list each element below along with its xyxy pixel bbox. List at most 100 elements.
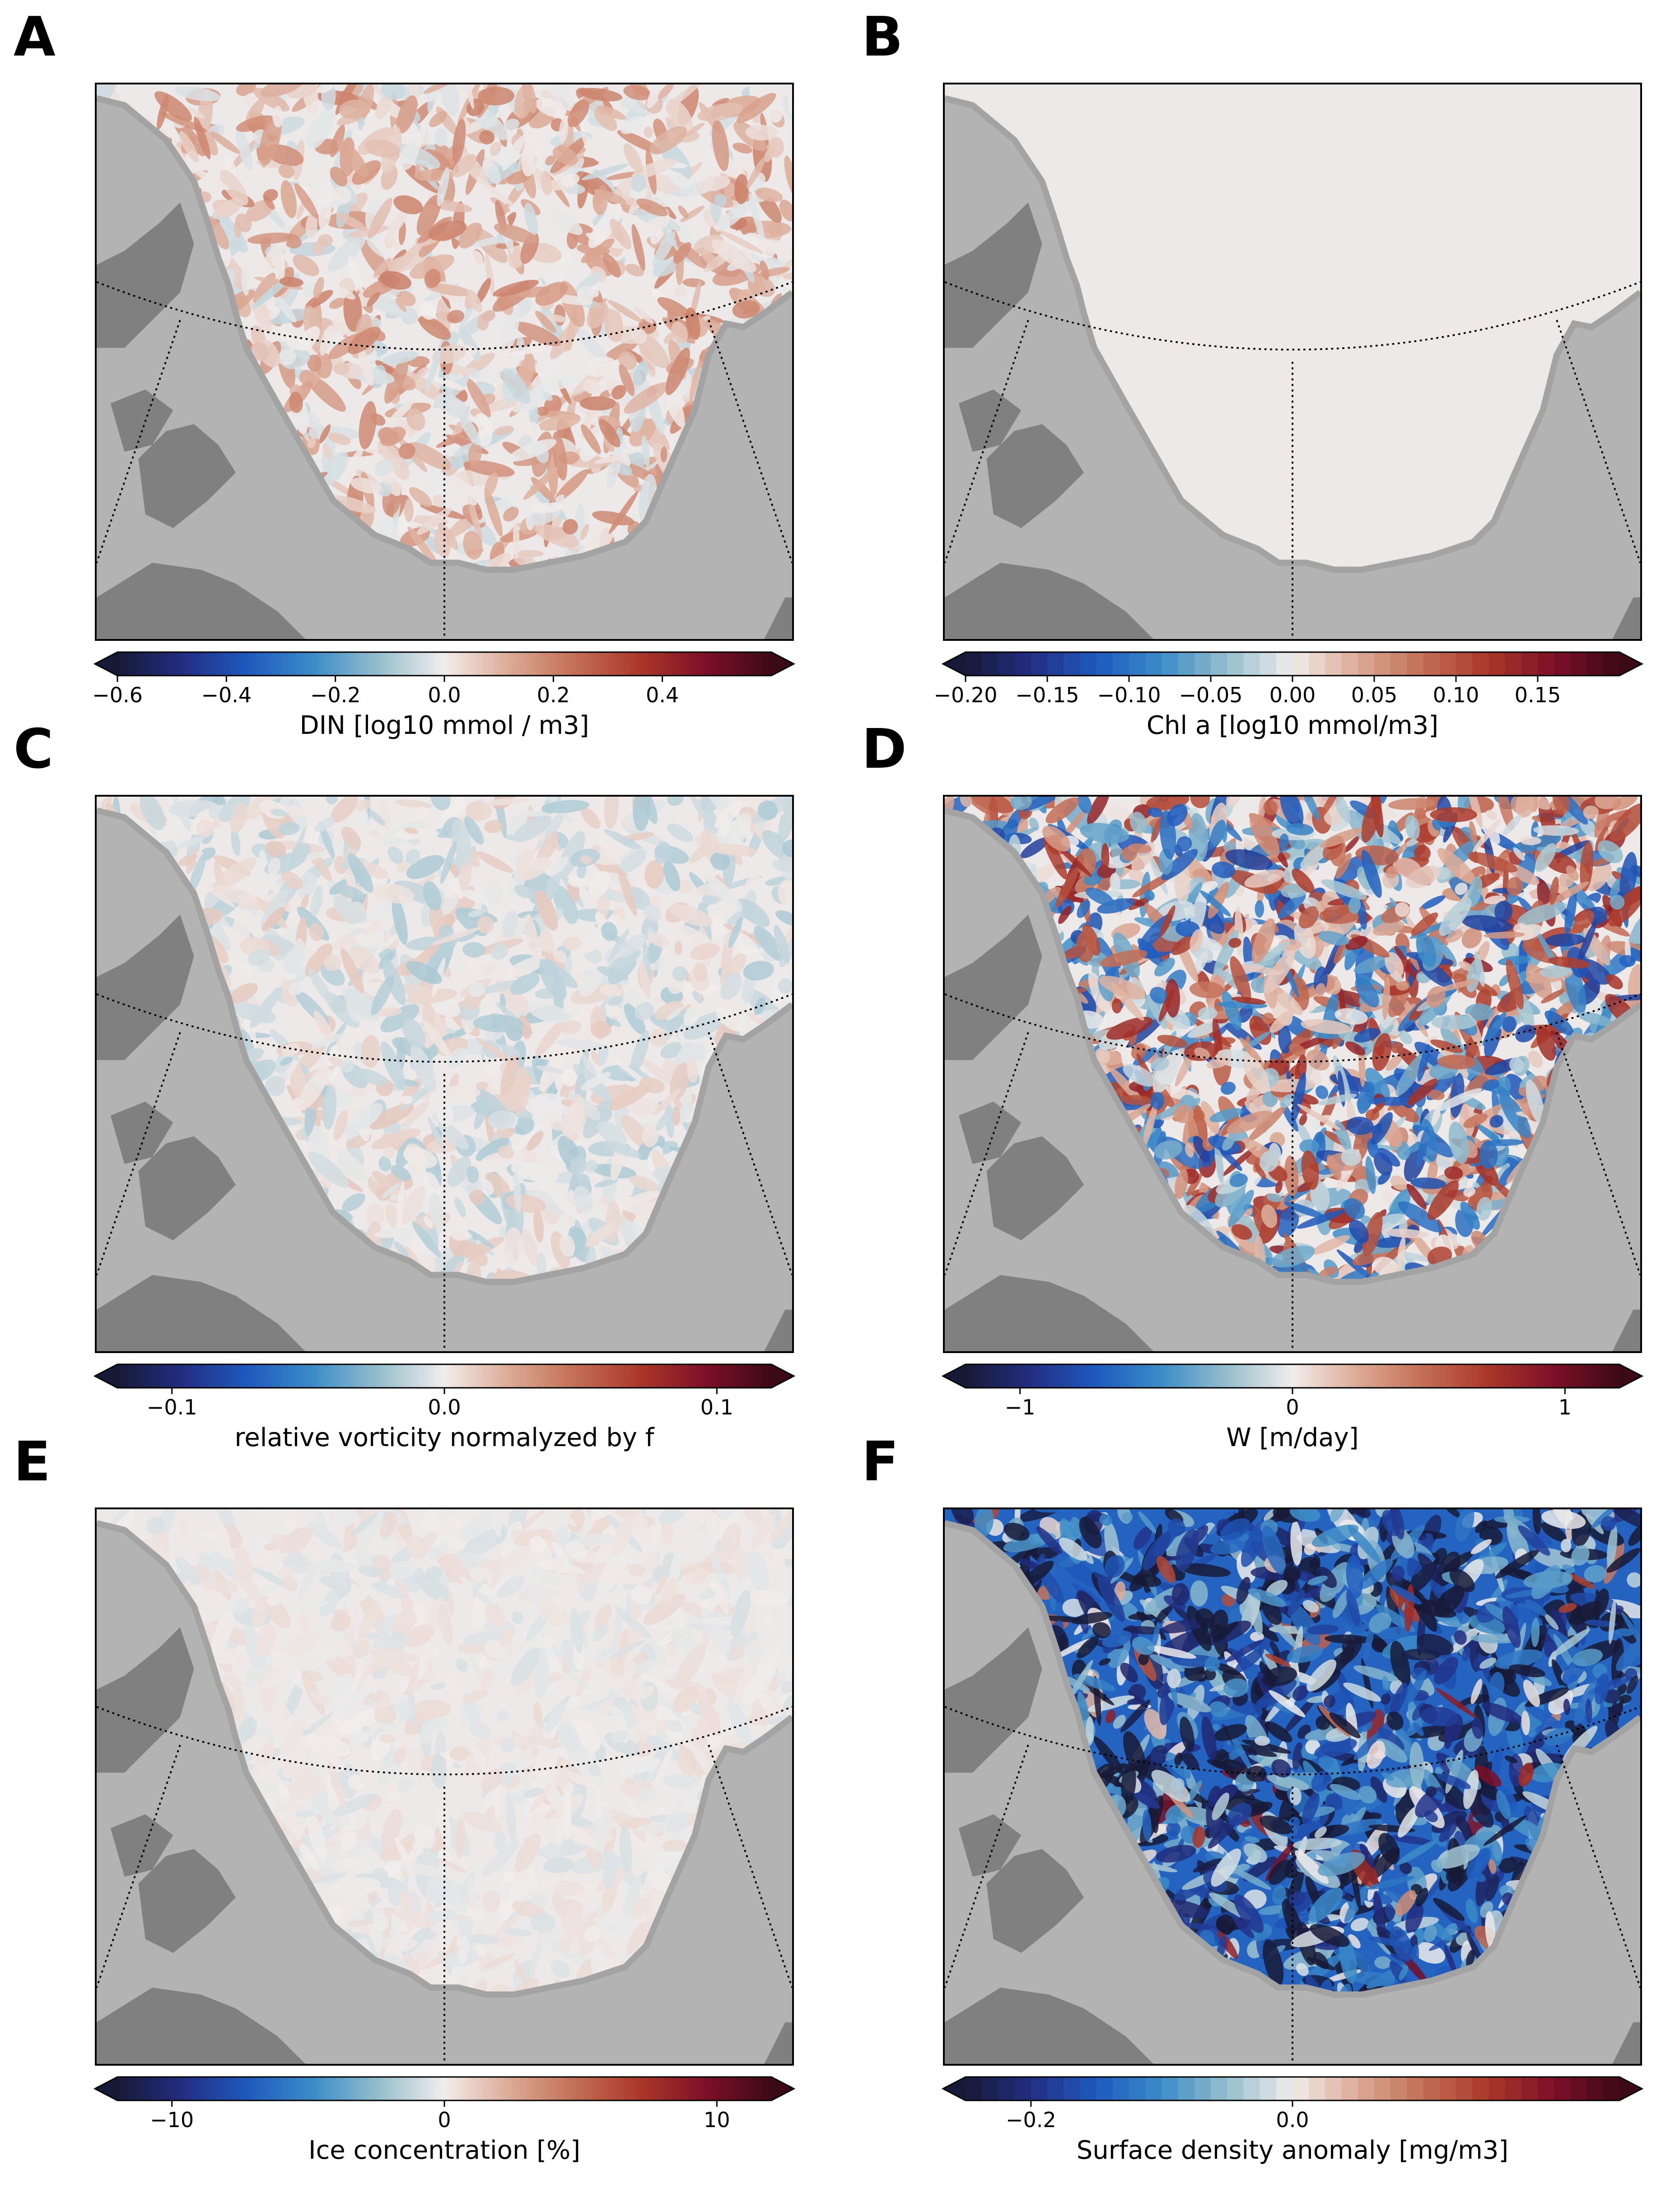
colorbar-label: relative vorticity normalyzed by f xyxy=(234,1423,654,1452)
dark-land-shape xyxy=(986,1849,1084,1953)
colorbar-extend-max xyxy=(771,652,794,676)
coastline xyxy=(945,807,1640,1285)
colorbar-tick-label: 0.4 xyxy=(646,683,679,707)
colorbar: −0.2 0.0 Surface density anomaly [mg/m3] xyxy=(941,2076,1644,2191)
map-panel-c xyxy=(95,795,794,1353)
colorbar-tick-label: 0.1 xyxy=(700,1395,733,1419)
colorbar-tick-label: 0.0 xyxy=(428,683,461,707)
domain-boundary xyxy=(945,1706,1640,1775)
colorbar: −0.20 −0.15 −0.10 −0.05 0.00 0.05 0.10 0.15 Chl … xyxy=(934,651,1644,766)
colorbar-tick-label: −10 xyxy=(150,2108,194,2132)
colorbar-extend-min xyxy=(95,1364,117,1388)
colorbar-tick-label: 0.15 xyxy=(1514,683,1561,707)
colorbar-tick-label: 0.0 xyxy=(428,1395,461,1419)
dark-land-shape xyxy=(110,1101,173,1164)
colorbar-tick-label: 0.10 xyxy=(1432,683,1479,707)
colorbar-extend-min xyxy=(95,652,117,676)
colorbar-tick-label: −0.20 xyxy=(933,683,998,707)
map-panel-a xyxy=(95,83,794,641)
colorbar-tick-label: −0.10 xyxy=(1097,683,1161,707)
panel-letter: C xyxy=(14,718,54,781)
colorbar-label: Chl a [log10 mmol/m3] xyxy=(1146,711,1439,740)
dark-land-shape xyxy=(958,1814,1022,1877)
map-svg xyxy=(945,84,1640,639)
colorbar-outline xyxy=(93,651,796,677)
colorbar-tick-label: −0.1 xyxy=(146,1395,197,1419)
colorbar-label: Ice concentration [%] xyxy=(308,2136,581,2165)
dark-land-shape xyxy=(764,2022,792,2064)
colorbar-tick-label: 0 xyxy=(438,2108,451,2132)
domain-boundary xyxy=(97,1706,792,1775)
domain-boundary xyxy=(97,281,792,350)
colorbar: −10 0 10 Ice concentration [%] xyxy=(93,2076,796,2191)
map-svg xyxy=(945,797,1640,1351)
colorbar: −1 0 1 W [m/day] xyxy=(941,1363,1644,1478)
colorbar-label: Surface density anomaly [mg/m3] xyxy=(1076,2136,1509,2165)
dark-land-shape xyxy=(97,914,194,1060)
colorbar: −0.6 −0.4 −0.2 0.0 0.2 0.4 DIN [log10 mmol / m… xyxy=(92,651,796,766)
domain-boundary xyxy=(1556,1745,1640,1988)
map-svg xyxy=(945,1509,1640,2064)
domain-boundary xyxy=(1556,1032,1640,1275)
dark-land-shape xyxy=(986,1136,1084,1241)
colorbar-gradient xyxy=(966,652,1619,676)
colorbar-tick-label: −0.15 xyxy=(1015,683,1079,707)
panel-letter: D xyxy=(862,718,907,781)
dark-land-shape xyxy=(110,1814,173,1877)
colorbar-tick-label: −0.05 xyxy=(1179,683,1243,707)
colorbar-outline xyxy=(93,1363,796,1389)
colorbar-extend-min xyxy=(943,1364,966,1388)
colorbar-tick-label: 10 xyxy=(704,2108,730,2132)
dark-land-shape xyxy=(958,389,1022,452)
colorbar-tick-label: 0.0 xyxy=(1276,2108,1309,2132)
panel-letter: F xyxy=(862,1431,899,1493)
colorbar-extend-min xyxy=(95,2077,117,2100)
domain-boundary xyxy=(945,281,1640,350)
dark-land-shape xyxy=(945,1275,1153,1351)
domain-boundary xyxy=(945,1745,1029,1988)
dark-land-shape xyxy=(97,202,194,348)
map-svg xyxy=(97,84,792,639)
colorbar-label: DIN [log10 mmol / m3] xyxy=(299,711,589,740)
domain-boundary xyxy=(97,1745,181,1988)
colorbar-tick-label: −0.4 xyxy=(201,683,252,707)
domain-boundary xyxy=(945,320,1029,563)
coastline xyxy=(97,1520,792,1998)
dark-land-shape xyxy=(945,202,1042,348)
colorbar-extend-max xyxy=(1619,652,1642,676)
map-panel-b xyxy=(943,83,1642,641)
colorbar-gradient xyxy=(966,1364,1619,1388)
colorbar: −0.1 0.0 0.1 relative vorticity normalyzed … xyxy=(93,1363,796,1478)
colorbar-gradient xyxy=(117,2077,771,2100)
domain-boundary xyxy=(97,1032,181,1275)
coastline xyxy=(945,1520,1640,1998)
dark-land-shape xyxy=(110,389,173,452)
colorbar-gradient xyxy=(117,652,771,676)
dark-land-shape xyxy=(986,424,1084,528)
dark-land-shape xyxy=(945,914,1042,1060)
colorbar-extend-max xyxy=(771,2077,794,2100)
dark-land-shape xyxy=(1612,597,1640,639)
map-panel-f xyxy=(943,1507,1642,2066)
colorbar-tick-label: 0.05 xyxy=(1351,683,1398,707)
dark-land-shape xyxy=(945,563,1153,639)
colorbar-extend-max xyxy=(1619,2077,1642,2100)
domain-boundary xyxy=(708,320,792,563)
dark-land-shape xyxy=(97,1988,305,2064)
colorbar-extend-max xyxy=(1619,1364,1642,1388)
panel-letter: A xyxy=(14,6,56,69)
map-panel-e xyxy=(95,1507,794,2066)
dark-land-shape xyxy=(1612,1309,1640,1351)
dark-land-shape xyxy=(764,597,792,639)
map-panel-d xyxy=(943,795,1642,1353)
domain-boundary xyxy=(945,1032,1029,1275)
colorbar-extend-max xyxy=(771,1364,794,1388)
colorbar-gradient xyxy=(966,2077,1619,2100)
dark-land-shape xyxy=(97,563,305,639)
dark-land-shape xyxy=(945,1988,1153,2064)
colorbar-outline xyxy=(941,1363,1644,1389)
colorbar-tick-label: 0.00 xyxy=(1269,683,1316,707)
coastline xyxy=(945,95,1640,573)
colorbar-tick-label: 0.2 xyxy=(537,683,570,707)
colorbar-outline xyxy=(93,2076,796,2101)
